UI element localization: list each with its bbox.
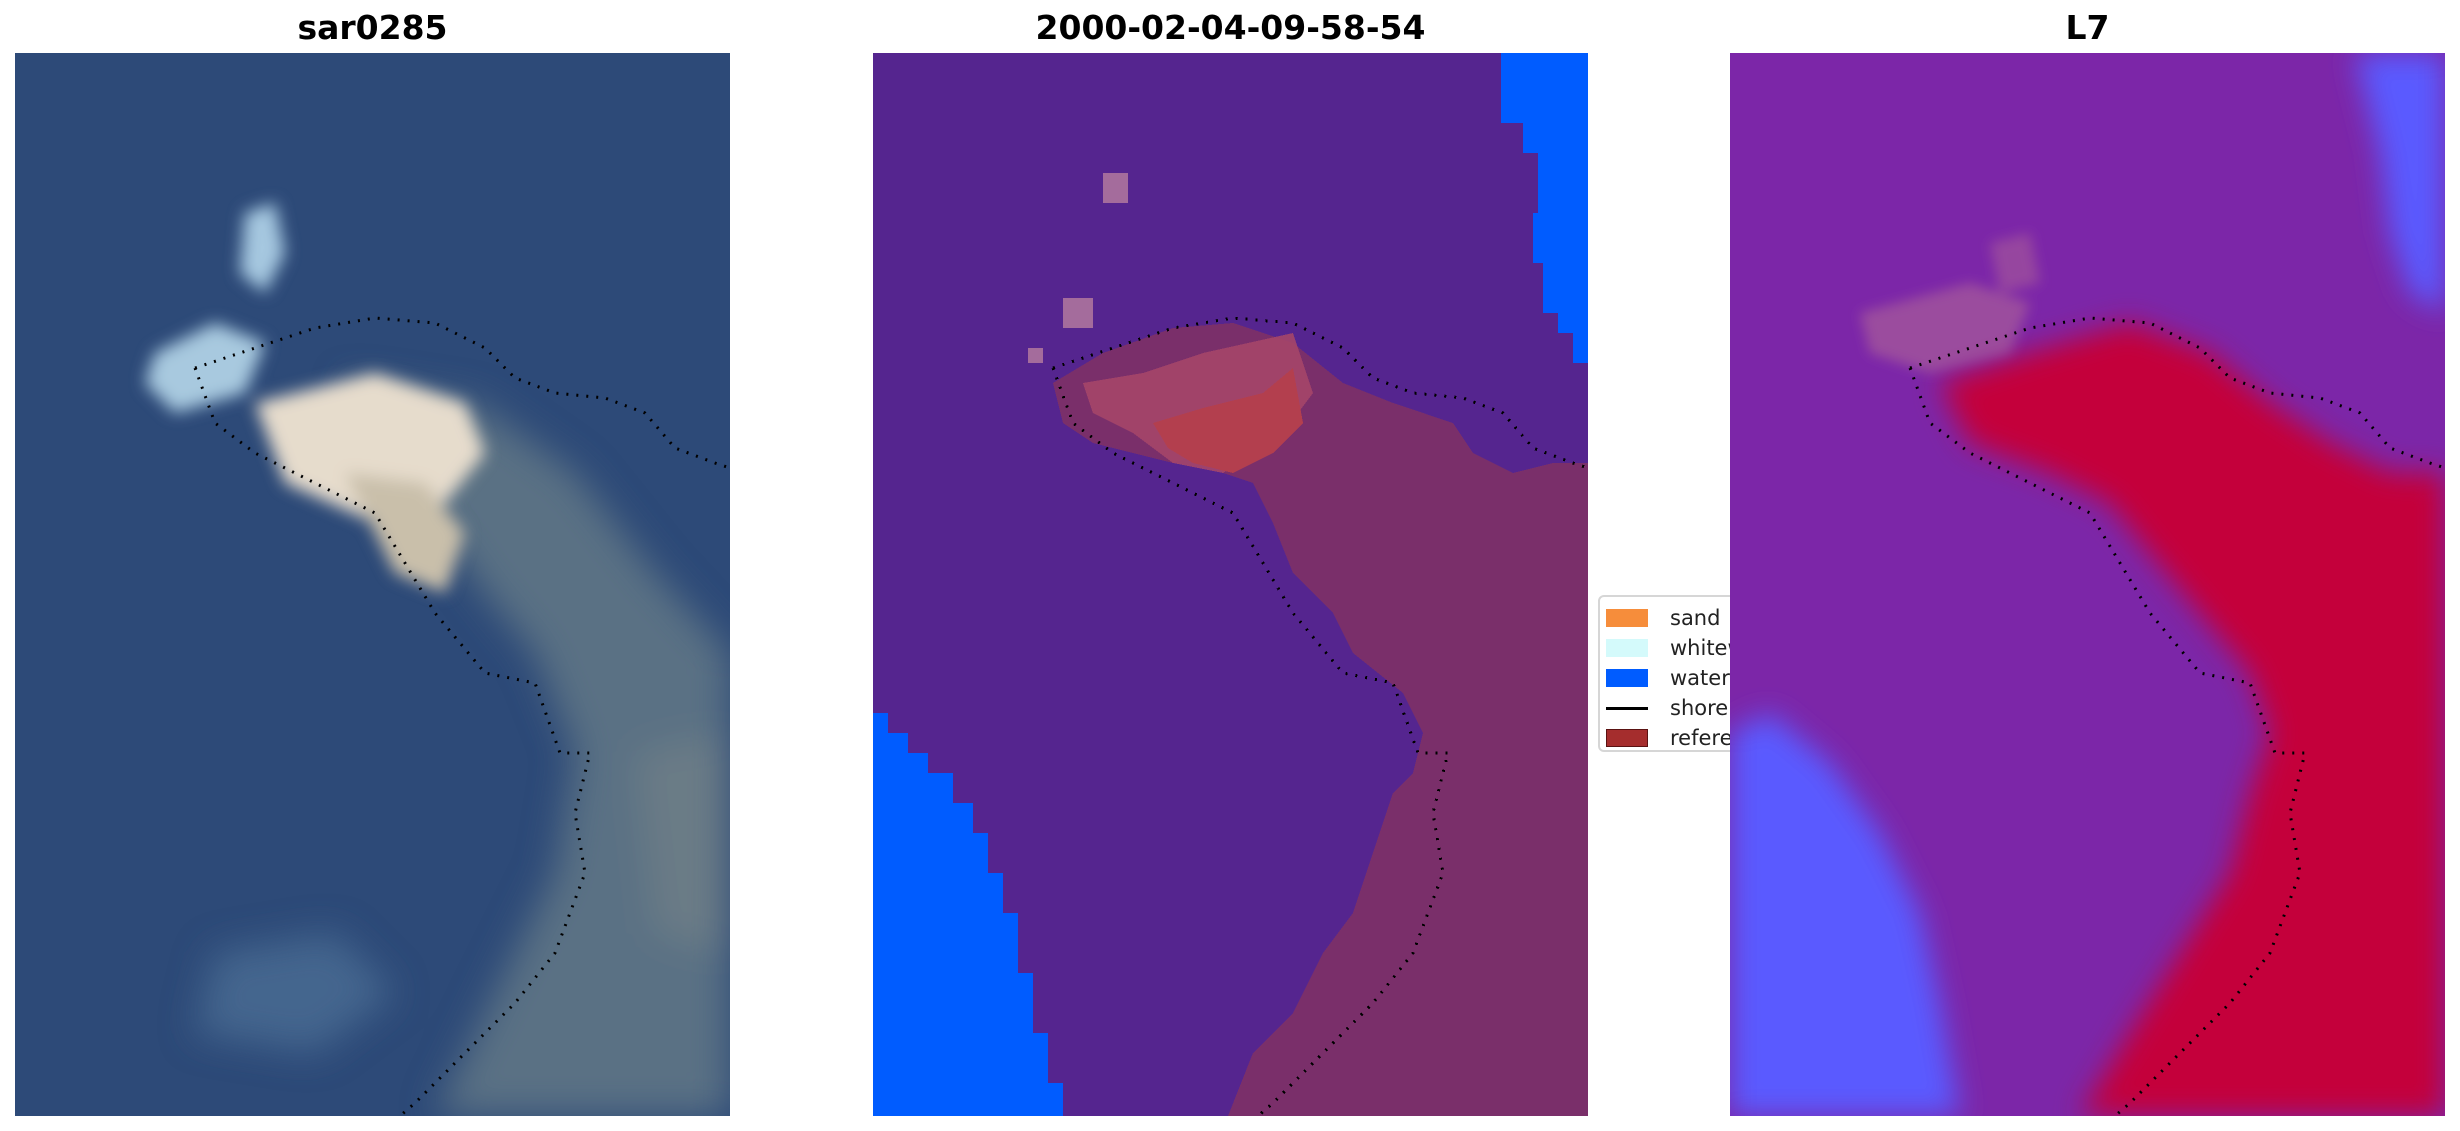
class-sand-pixel-3 — [1028, 348, 1043, 363]
index-map — [1730, 53, 2445, 1116]
legend-item-sand: sand — [1606, 605, 1720, 631]
legend-label-shoreline: shorel — [1670, 696, 1735, 720]
legend-swatch-whitewater — [1606, 639, 1648, 657]
legend-swatch-sand — [1606, 609, 1648, 627]
rgb-image — [15, 53, 730, 1116]
rgb-bright-sand — [145, 203, 485, 593]
legend-label-sand: sand — [1670, 606, 1721, 630]
index-high-red — [1940, 323, 2445, 1116]
legend-item-whitewater: whitew — [1606, 635, 1745, 661]
class-sand-pixel-1 — [1103, 173, 1128, 203]
legend-swatch-reference — [1606, 729, 1648, 747]
index-panel — [1730, 53, 2445, 1116]
classification-map — [873, 53, 1588, 1116]
classification-panel — [873, 53, 1588, 1116]
legend-item-water: water — [1606, 665, 1730, 691]
legend-swatch-water — [1606, 669, 1648, 687]
class-sand-pixel-2 — [1063, 298, 1093, 328]
class-red-patch — [1153, 368, 1303, 473]
legend-item-reference: referer — [1606, 725, 1742, 750]
legend-item-shoreline: shorel — [1606, 695, 1734, 721]
panel-title-index: L7 — [2065, 8, 2110, 47]
rgb-image-panel — [15, 53, 730, 1116]
rgb-shallow-area — [195, 383, 730, 1116]
legend-label-reference: referer — [1670, 726, 1742, 750]
class-reference-area — [1053, 323, 1588, 1116]
panel-title-rgb: sar0285 — [297, 8, 448, 47]
class-water-topright — [1501, 53, 1588, 363]
class-water-bottomleft — [873, 713, 1063, 1116]
panel-title-classification: 2000-02-04-09-58-54 — [1035, 8, 1426, 47]
index-low-water — [1730, 53, 2445, 1116]
legend-label-water: water — [1670, 666, 1730, 690]
legend-line-shoreline — [1606, 706, 1648, 710]
index-transition-pink — [1860, 233, 2040, 373]
